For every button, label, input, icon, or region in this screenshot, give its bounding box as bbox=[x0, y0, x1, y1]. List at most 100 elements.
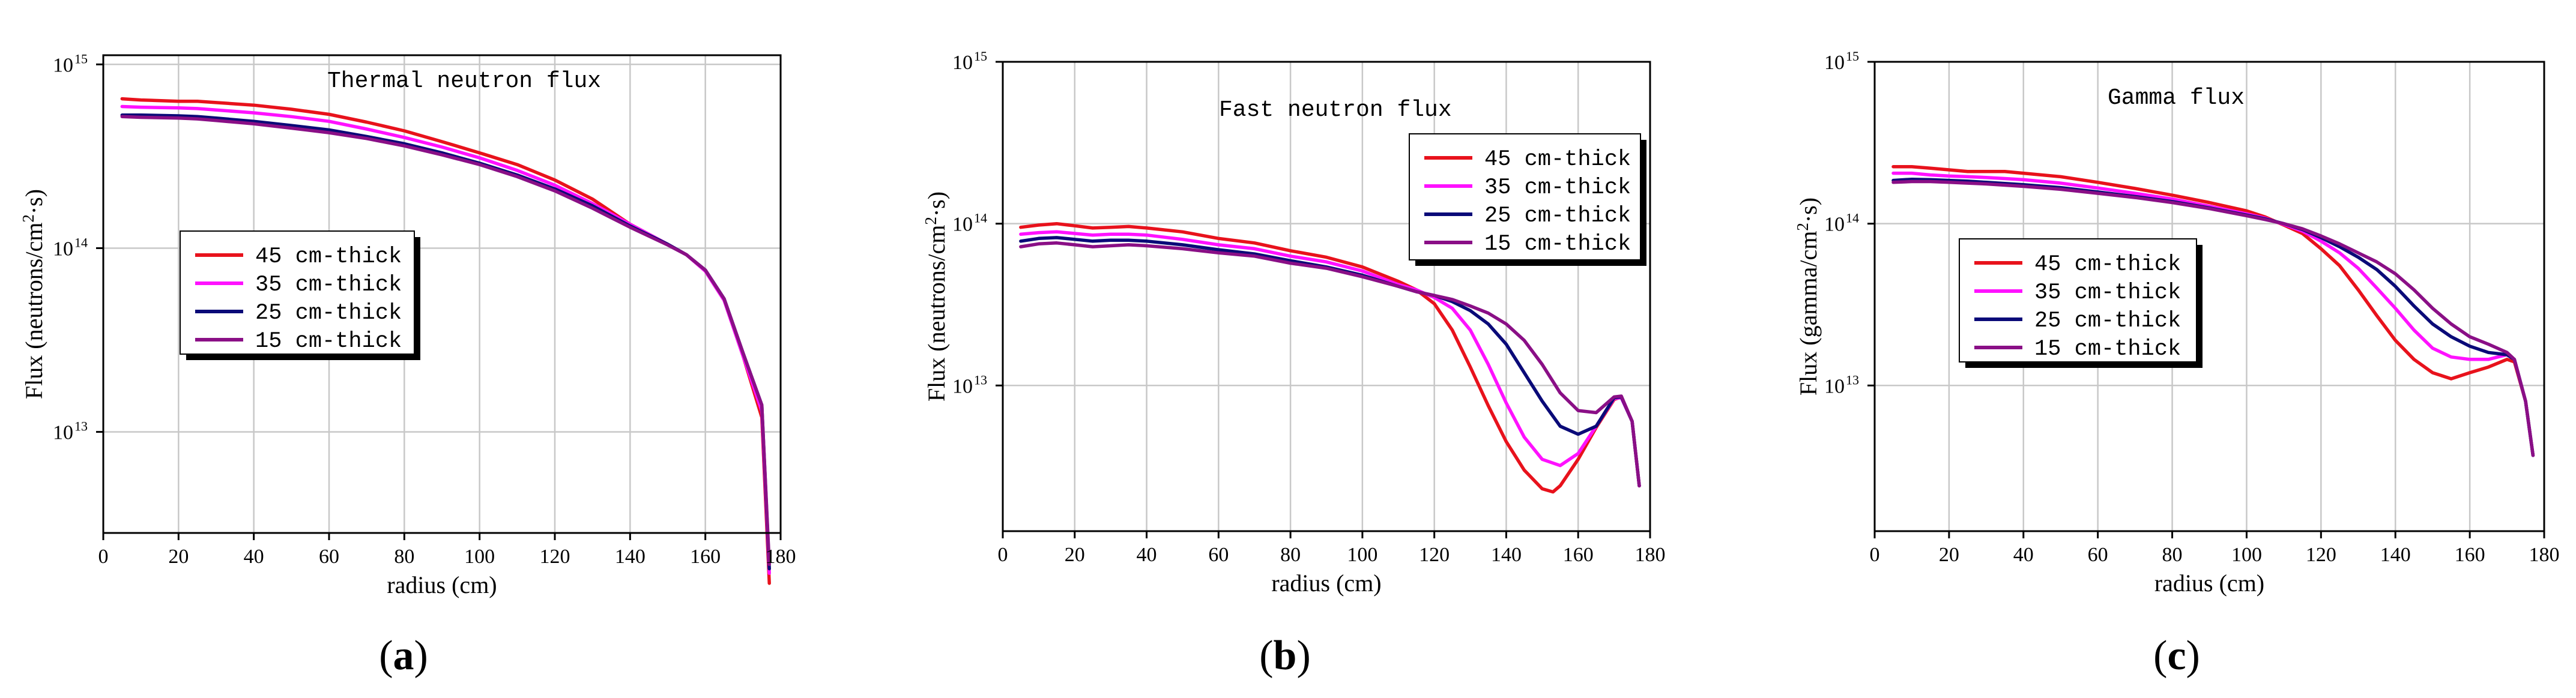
legend-label: 25 cm-thick bbox=[2034, 308, 2181, 334]
x-tick-label: 100 bbox=[2231, 544, 2262, 566]
legend-label: 15 cm-thick bbox=[2034, 337, 2181, 362]
plot-frame bbox=[1873, 61, 2545, 532]
x-axis-title: radius (cm) bbox=[387, 571, 497, 598]
plot-frame bbox=[102, 54, 782, 534]
y-axis-title: Flux (gamma/cm2·s) bbox=[1794, 197, 1822, 396]
x-tick-label: 60 bbox=[319, 546, 339, 568]
y-axis-title-part: ·s) bbox=[1795, 197, 1822, 223]
x-tick-label: 40 bbox=[1137, 544, 1157, 566]
x-tick-label: 160 bbox=[2455, 544, 2485, 566]
legend-label: 35 cm-thick bbox=[255, 272, 402, 298]
x-tick-label: 80 bbox=[1280, 544, 1301, 566]
y-tick-exponent: 13 bbox=[1846, 372, 1859, 387]
panel-label: (c) bbox=[2153, 633, 2200, 679]
x-tick-label: 140 bbox=[1491, 544, 1522, 566]
x-tick-label: 120 bbox=[2306, 544, 2336, 566]
x-tick-label: 40 bbox=[244, 546, 264, 568]
panel-label-letter: c bbox=[2167, 633, 2186, 679]
x-tick-label: 80 bbox=[394, 546, 414, 568]
panel-label-paren: ) bbox=[414, 633, 428, 679]
legend-label: 15 cm-thick bbox=[255, 329, 402, 354]
x-tick-label: 180 bbox=[1635, 544, 1666, 566]
y-axis-title-part: Flux (gamma/cm bbox=[1795, 231, 1822, 396]
x-tick-label: 20 bbox=[1065, 544, 1085, 566]
x-tick-label: 40 bbox=[2013, 544, 2034, 566]
legend-label: 45 cm-thick bbox=[255, 244, 402, 269]
y-tick-label: 10 bbox=[1824, 52, 1845, 74]
y-axis-title-sup: 2 bbox=[1794, 223, 1812, 231]
panel-label-letter: a bbox=[393, 633, 414, 679]
legend-label: 15 cm-thick bbox=[1484, 232, 1631, 257]
x-tick-label: 20 bbox=[168, 546, 189, 568]
legend-label: 35 cm-thick bbox=[2034, 280, 2181, 305]
legend: 45 cm-thick 35 cm-thick 25 cm-thick 15 cm-t… bbox=[1409, 133, 1646, 266]
x-tick-label: 140 bbox=[2380, 544, 2411, 566]
y-axis-title-part: Flux (neutrons/cm bbox=[20, 223, 47, 399]
x-tick-label: 160 bbox=[1563, 544, 1594, 566]
y-tick-label: 10 bbox=[53, 422, 73, 444]
panel-label-paren: ( bbox=[1259, 633, 1273, 679]
legend-label: 45 cm-thick bbox=[2034, 252, 2181, 277]
legend-box bbox=[180, 230, 415, 355]
series-line-25-cm-thick bbox=[1019, 236, 1641, 488]
gridlines bbox=[1003, 61, 1650, 531]
y-tick-label: 10 bbox=[1824, 214, 1845, 236]
y-tick-label: 10 bbox=[53, 238, 73, 260]
y-tick-exponent: 15 bbox=[74, 51, 88, 66]
panel-label-paren: ) bbox=[1296, 633, 1310, 679]
x-tick-label: 60 bbox=[1208, 544, 1229, 566]
y-axis-title-sup: 2 bbox=[922, 217, 940, 225]
series-line-35-cm-thick bbox=[1019, 230, 1641, 488]
x-tick-label: 60 bbox=[2088, 544, 2108, 566]
series-line-15-cm-thick bbox=[120, 115, 771, 567]
x-tick-label: 160 bbox=[690, 546, 721, 568]
y-tick-label: 10 bbox=[952, 52, 973, 74]
y-tick-exponent: 15 bbox=[974, 49, 987, 64]
x-tick-label: 80 bbox=[2162, 544, 2183, 566]
x-tick-label: 0 bbox=[998, 544, 1008, 566]
y-axis-title-part: Flux (neutrons/cm bbox=[923, 225, 950, 402]
x-tick-label: 120 bbox=[1419, 544, 1450, 566]
x-tick-label: 140 bbox=[615, 546, 646, 568]
panel-label-paren: ( bbox=[379, 633, 393, 679]
legend-label: 45 cm-thick bbox=[1484, 147, 1631, 172]
legend-label: 25 cm-thick bbox=[255, 301, 402, 326]
y-axis-title-sup: 2 bbox=[19, 214, 37, 223]
x-tick-label: 100 bbox=[464, 546, 495, 568]
legend-box bbox=[1409, 133, 1641, 260]
plot-frame bbox=[1002, 61, 1651, 532]
x-tick-label: 120 bbox=[540, 546, 570, 568]
y-tick-exponent: 13 bbox=[74, 419, 88, 434]
gridlines bbox=[103, 55, 781, 533]
y-tick-label: 10 bbox=[1824, 375, 1845, 397]
legend-label: 35 cm-thick bbox=[1484, 175, 1631, 200]
y-axis-title: Flux (neutrons/cm2·s) bbox=[19, 189, 47, 399]
plot-title: Gamma flux bbox=[2108, 85, 2245, 111]
panel-label: (a) bbox=[379, 633, 428, 679]
plot-title: Fast neutron flux bbox=[1219, 97, 1452, 123]
x-tick-label: 180 bbox=[2529, 544, 2560, 566]
y-axis-title-part: ·s) bbox=[923, 191, 950, 217]
plot-title: Thermal neutron flux bbox=[327, 68, 601, 94]
x-tick-label: 0 bbox=[1870, 544, 1880, 566]
y-tick-exponent: 15 bbox=[1846, 49, 1859, 64]
x-tick-label: 20 bbox=[1939, 544, 1959, 566]
panel-label: (b) bbox=[1259, 633, 1311, 679]
panel-label-paren: ( bbox=[2153, 633, 2167, 679]
panel-label-paren: ) bbox=[2186, 633, 2200, 679]
y-tick-exponent: 14 bbox=[74, 235, 88, 250]
y-tick-exponent: 14 bbox=[974, 211, 987, 226]
series-line-15-cm-thick bbox=[1019, 241, 1641, 488]
x-tick-label: 0 bbox=[98, 546, 109, 568]
x-tick-label: 100 bbox=[1347, 544, 1377, 566]
legend: 45 cm-thick 35 cm-thick 25 cm-thick 15 cm-t… bbox=[180, 230, 420, 360]
series-line-15-cm-thick bbox=[1891, 179, 2535, 457]
legend: 45 cm-thick 35 cm-thick 25 cm-thick 15 cm-t… bbox=[1959, 238, 2203, 368]
y-tick-exponent: 13 bbox=[974, 372, 987, 387]
y-axis-title-part: ·s) bbox=[20, 189, 47, 214]
x-axis-title: radius (cm) bbox=[1271, 570, 1381, 597]
